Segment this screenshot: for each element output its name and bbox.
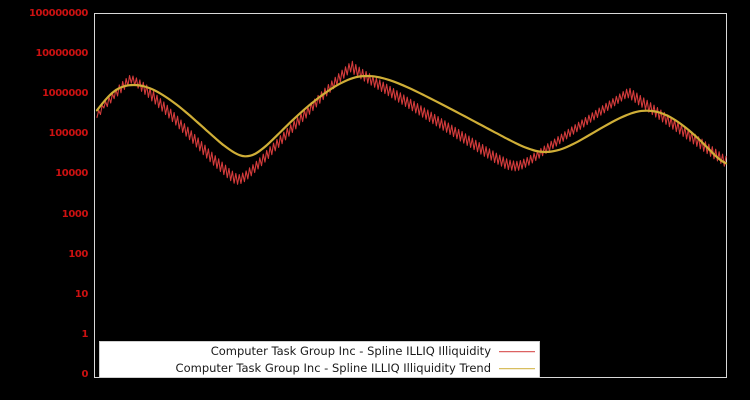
y-axis-tick-label: 100000 — [48, 128, 89, 140]
legend-label-illiquidity: Computer Task Group Inc - Spline ILLIQ I… — [210, 344, 491, 358]
y-axis-tick-label: 10 — [74, 288, 89, 300]
series-canvas — [95, 60, 728, 185]
y-axis-tick-label: 100000000 — [28, 8, 88, 19]
plot-area — [94, 13, 728, 378]
y-axis-tick-label: 1000 — [61, 208, 89, 220]
legend-entry-illiquidity-trend: Computer Task Group Inc - Spline ILLIQ I… — [100, 360, 541, 377]
y-axis-tick-labels: 100000000 10000000 1000000 100000 10000 1000 1… — [0, 0, 94, 400]
y-axis-tick-label: 0 — [81, 369, 88, 380]
legend-label-illiquidity-trend: Computer Task Group Inc - Spline ILLIQ I… — [175, 361, 491, 375]
y-axis-tick-label: 10000000 — [35, 48, 89, 60]
legend-line-swatch-red — [499, 346, 535, 357]
y-axis-tick-label: 1 — [81, 328, 88, 340]
y-axis-tick-label: 10000 — [55, 168, 88, 180]
y-axis-tick-label: 100 — [68, 248, 88, 260]
illiquidity-trend-line — [95, 74, 728, 165]
chart-legend: Computer Task Group Inc - Spline ILLIQ I… — [99, 341, 540, 378]
illiquidity-series-line — [96, 60, 727, 185]
legend-line-swatch-gold — [499, 363, 535, 374]
legend-entry-illiquidity: Computer Task Group Inc - Spline ILLIQ I… — [100, 343, 541, 360]
y-axis-tick-label: 1000000 — [42, 88, 88, 100]
